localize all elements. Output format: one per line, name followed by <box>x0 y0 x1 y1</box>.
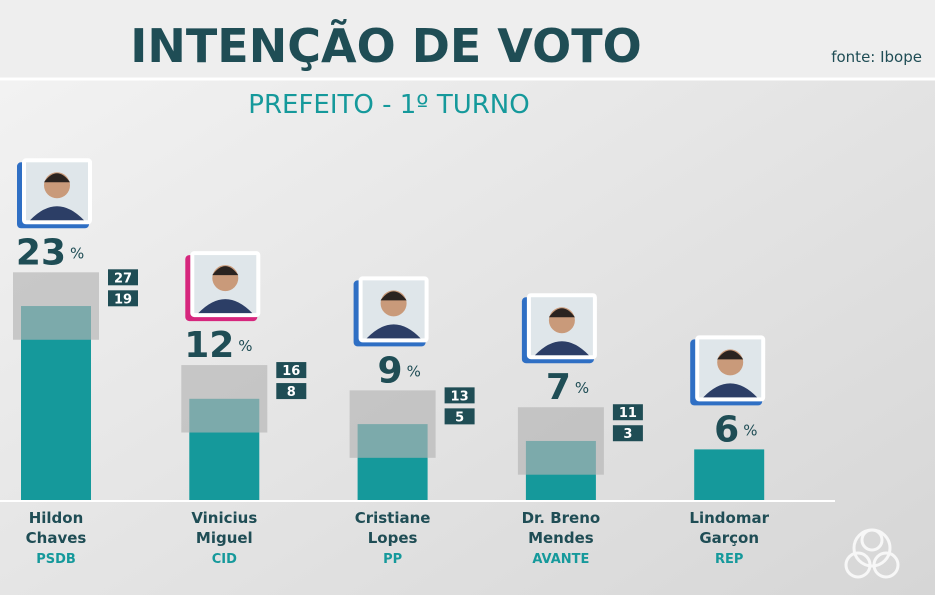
range-label-box <box>108 290 138 307</box>
candidate-photo <box>521 293 597 364</box>
photo-body <box>366 324 421 339</box>
party-label: PP <box>383 552 402 567</box>
range-label-box <box>612 425 643 442</box>
photo-hair <box>380 291 407 301</box>
photo-hair <box>548 308 575 318</box>
range-label-box <box>444 387 475 404</box>
photo-hair <box>44 173 70 183</box>
photo-hair <box>717 350 744 360</box>
candidate-name: Mendes <box>528 529 594 547</box>
candidate-name: Cristiane <box>355 509 431 527</box>
candidate-photo <box>690 335 766 406</box>
candidate-photo <box>185 251 261 322</box>
chart-subtitle: PREFEITO - 1º TURNO <box>248 90 529 120</box>
range-label: 3 <box>623 427 632 442</box>
bar <box>694 449 765 500</box>
range-label-box <box>444 408 475 425</box>
value-label: 12 <box>184 325 234 366</box>
party-label: REP <box>715 552 743 567</box>
range-label-box <box>276 383 307 400</box>
candidate-name: Garçon <box>699 529 759 547</box>
candidate-photo <box>17 158 92 229</box>
chart-title: INTENÇÃO DE VOTO <box>130 18 641 73</box>
candidate-name: Miguel <box>196 529 253 547</box>
range-label: 13 <box>451 389 469 404</box>
value-unit: % <box>238 337 252 355</box>
range-label: 11 <box>619 406 637 421</box>
range-label: 16 <box>282 364 300 379</box>
source: fonte: Ibope <box>831 48 922 66</box>
error-range <box>181 365 268 433</box>
range-label-box <box>276 362 307 379</box>
value-unit: % <box>70 244 84 262</box>
value-unit: % <box>407 362 421 380</box>
candidate-name: Lopes <box>368 529 418 547</box>
photo-body <box>30 206 84 221</box>
error-range <box>517 407 604 475</box>
error-range <box>13 272 99 340</box>
candidate-name: Vinicius <box>191 509 257 527</box>
range-label: 5 <box>455 410 464 425</box>
value-unit: % <box>743 421 757 439</box>
candidate-name: Lindomar <box>689 509 769 527</box>
range-label: 8 <box>287 385 296 400</box>
party-label: AVANTE <box>532 552 589 567</box>
photo-hair <box>212 266 239 276</box>
candidate-name: Dr. Breno <box>522 509 601 527</box>
party-label: PSDB <box>36 552 76 567</box>
photo-body <box>703 383 758 398</box>
party-label: CID <box>212 552 237 567</box>
header-band <box>0 0 935 78</box>
photo-body <box>534 341 589 356</box>
value-label: 6 <box>714 409 739 450</box>
range-label: 27 <box>114 271 132 286</box>
value-label: 23 <box>16 232 66 273</box>
range-label-box <box>108 269 138 286</box>
value-label: 9 <box>378 350 403 391</box>
range-label-box <box>612 404 643 421</box>
candidate-name: Hildon <box>29 509 84 527</box>
value-label: 7 <box>546 367 571 408</box>
range-label: 19 <box>114 292 132 307</box>
logo <box>844 528 900 579</box>
photo-body <box>198 299 253 314</box>
candidate-name: Chaves <box>26 529 87 547</box>
value-unit: % <box>575 379 589 397</box>
candidate-photo <box>353 276 429 347</box>
error-range <box>349 390 436 458</box>
